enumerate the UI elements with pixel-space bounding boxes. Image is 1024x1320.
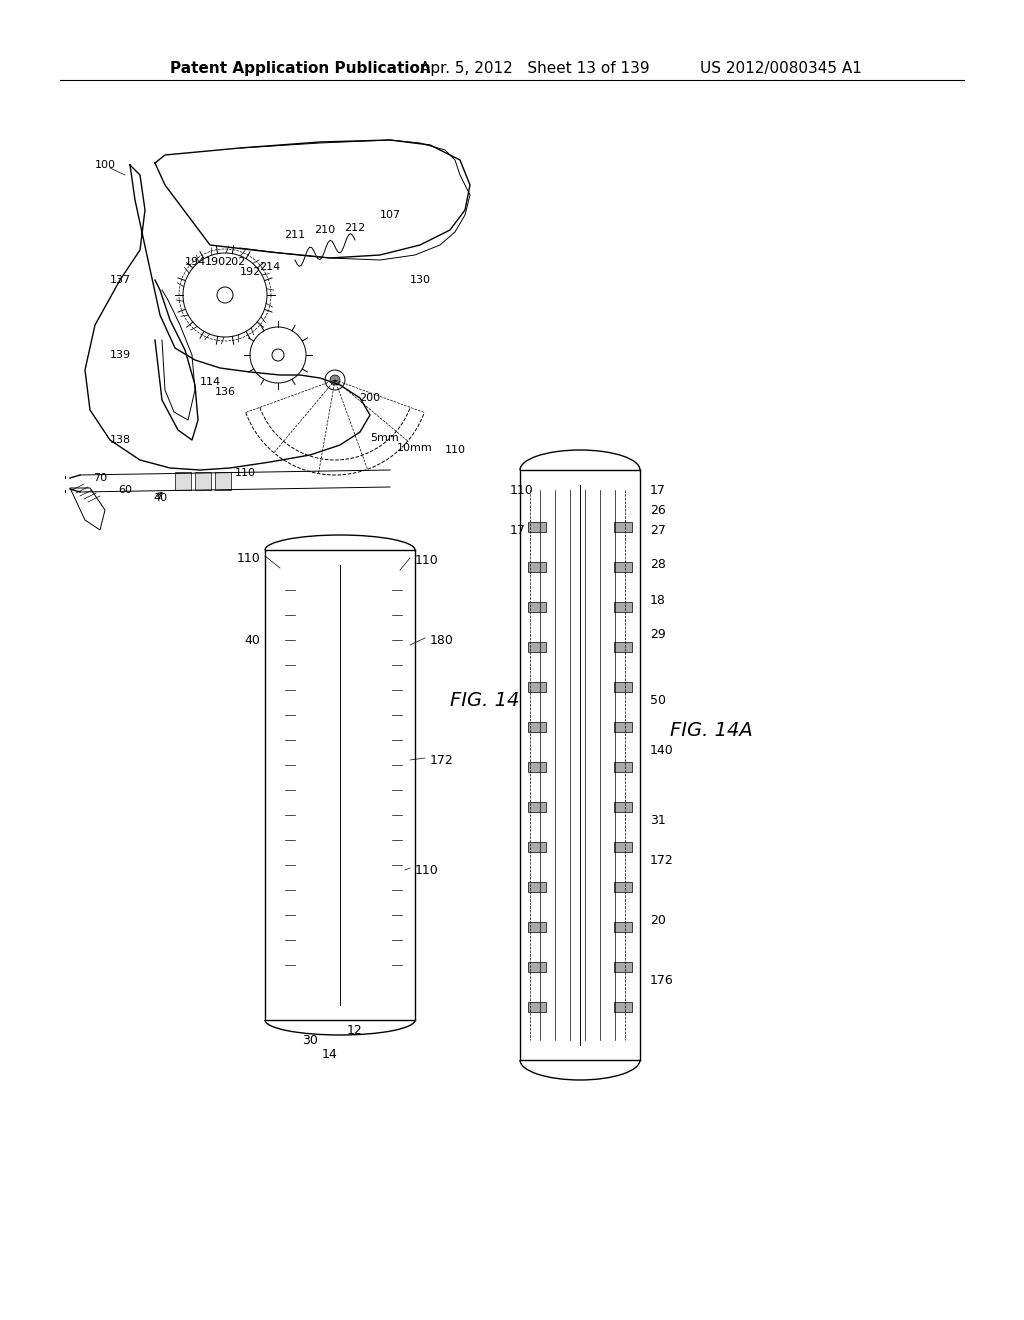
Circle shape — [183, 253, 267, 337]
Text: Apr. 5, 2012   Sheet 13 of 139: Apr. 5, 2012 Sheet 13 of 139 — [420, 61, 649, 75]
Bar — [614, 962, 632, 972]
Circle shape — [272, 348, 284, 360]
Text: 60: 60 — [118, 484, 132, 495]
Text: 192: 192 — [240, 267, 261, 277]
Circle shape — [330, 375, 340, 385]
Bar — [614, 1002, 632, 1012]
Text: 200: 200 — [359, 393, 381, 403]
Text: 202: 202 — [224, 257, 246, 267]
Text: Patent Application Publication: Patent Application Publication — [170, 61, 431, 75]
Text: 180: 180 — [430, 634, 454, 647]
Bar — [614, 882, 632, 892]
Bar — [528, 602, 546, 612]
Bar — [215, 473, 231, 490]
Bar — [614, 642, 632, 652]
Text: 110: 110 — [444, 445, 466, 455]
Bar — [528, 562, 546, 572]
Text: 110: 110 — [234, 469, 256, 478]
Bar — [614, 682, 632, 692]
Text: 139: 139 — [110, 350, 131, 360]
Bar — [614, 762, 632, 772]
Polygon shape — [70, 488, 105, 531]
Text: 12: 12 — [347, 1023, 362, 1036]
Bar — [528, 803, 546, 812]
Bar — [528, 682, 546, 692]
Bar — [614, 521, 632, 532]
Text: 176: 176 — [650, 974, 674, 986]
Text: 100: 100 — [94, 160, 116, 170]
Text: 40: 40 — [153, 492, 167, 503]
Bar — [614, 722, 632, 733]
Circle shape — [217, 286, 233, 304]
Bar — [528, 962, 546, 972]
Text: 29: 29 — [650, 628, 666, 642]
Bar — [614, 602, 632, 612]
Text: 14: 14 — [323, 1048, 338, 1061]
Bar — [528, 521, 546, 532]
Text: 5mm: 5mm — [371, 433, 399, 444]
Text: 17: 17 — [650, 483, 666, 496]
Text: 212: 212 — [344, 223, 366, 234]
Bar — [195, 473, 211, 490]
Text: 138: 138 — [110, 436, 131, 445]
Text: 70: 70 — [93, 473, 108, 483]
Text: 110: 110 — [415, 553, 438, 566]
Circle shape — [325, 370, 345, 389]
Text: 110: 110 — [415, 863, 438, 876]
Text: 10mm: 10mm — [397, 444, 433, 453]
Text: 27: 27 — [650, 524, 666, 536]
Text: 40: 40 — [244, 634, 260, 647]
Text: 50: 50 — [650, 693, 666, 706]
Text: 30: 30 — [302, 1034, 317, 1047]
Text: 140: 140 — [650, 743, 674, 756]
Text: 130: 130 — [410, 275, 430, 285]
Bar — [614, 842, 632, 851]
Bar — [528, 921, 546, 932]
Text: FIG. 14A: FIG. 14A — [670, 721, 753, 739]
Text: 107: 107 — [380, 210, 400, 220]
Text: 136: 136 — [214, 387, 236, 397]
Text: 214: 214 — [259, 261, 281, 272]
Text: 28: 28 — [650, 558, 666, 572]
Text: 211: 211 — [285, 230, 305, 240]
Text: 20: 20 — [650, 913, 666, 927]
Bar — [614, 803, 632, 812]
Bar — [614, 921, 632, 932]
Text: 194: 194 — [184, 257, 206, 267]
Bar — [528, 842, 546, 851]
Text: 31: 31 — [650, 813, 666, 826]
Text: 172: 172 — [650, 854, 674, 866]
Bar — [528, 882, 546, 892]
Text: 110: 110 — [237, 552, 260, 565]
Text: 137: 137 — [110, 275, 131, 285]
Circle shape — [250, 327, 306, 383]
Bar — [614, 562, 632, 572]
Bar — [528, 642, 546, 652]
Bar — [528, 762, 546, 772]
Text: US 2012/0080345 A1: US 2012/0080345 A1 — [700, 61, 862, 75]
Text: 26: 26 — [650, 503, 666, 516]
Text: 172: 172 — [430, 754, 454, 767]
Text: 210: 210 — [314, 224, 336, 235]
Text: 114: 114 — [200, 378, 220, 387]
Text: 190: 190 — [205, 257, 225, 267]
Text: 18: 18 — [650, 594, 666, 606]
Bar — [528, 1002, 546, 1012]
Bar — [528, 722, 546, 733]
Text: FIG. 14: FIG. 14 — [450, 690, 519, 710]
Text: 110: 110 — [510, 483, 534, 496]
Bar — [175, 473, 191, 490]
Text: 17: 17 — [510, 524, 526, 536]
